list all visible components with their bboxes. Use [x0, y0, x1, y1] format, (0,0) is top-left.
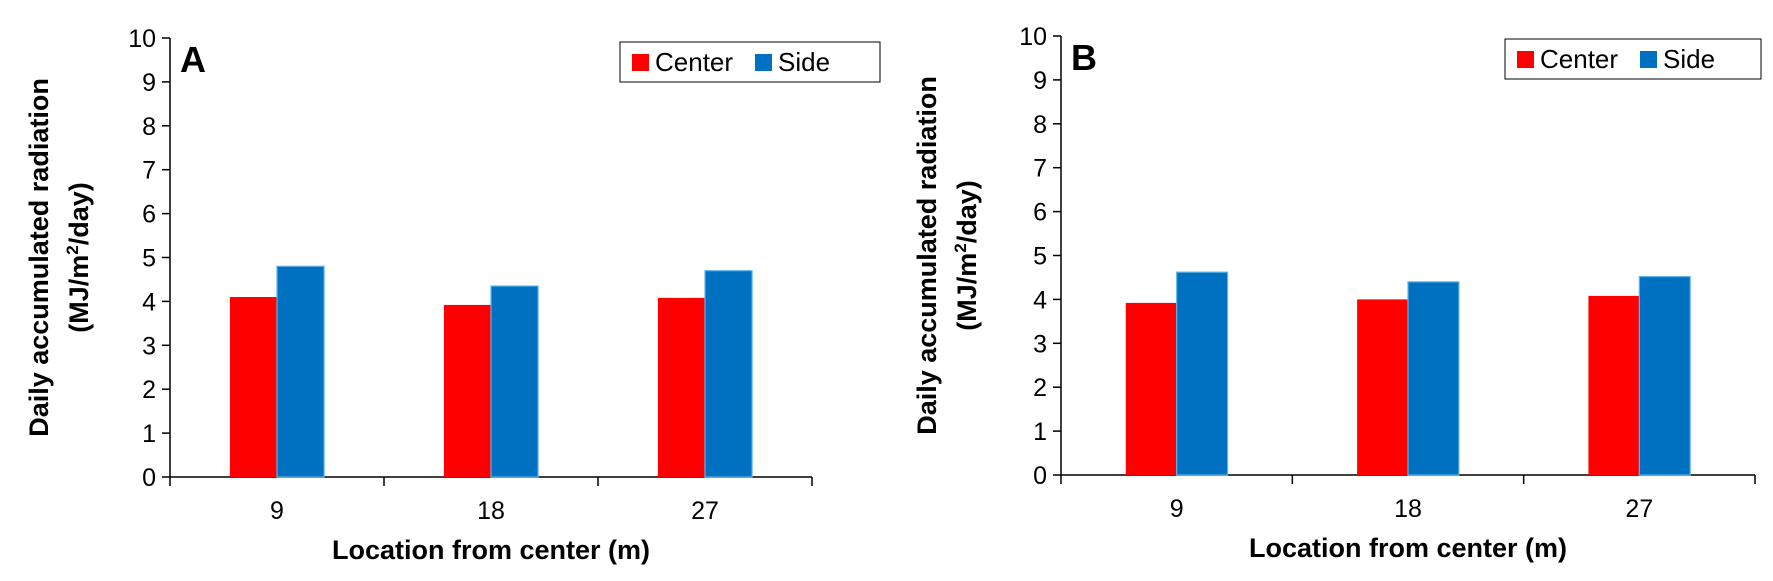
- legend-label-center: Center: [655, 47, 733, 77]
- y-tick-label: 3: [1033, 330, 1047, 358]
- bar-center-18: [443, 304, 491, 477]
- panel-letter: A: [180, 39, 206, 80]
- y-axis-label-line-2-suffix: /day): [952, 180, 982, 243]
- bar-center-9: [229, 297, 277, 477]
- y-axis-label-line-2: (MJ/m: [64, 255, 94, 333]
- bar-side-9: [1176, 271, 1229, 476]
- y-tick-label: 7: [142, 157, 156, 185]
- y-axis-label-superscript: 2: [63, 245, 82, 254]
- x-tick-label: 9: [270, 497, 284, 525]
- y-tick-label: 9: [142, 69, 156, 97]
- y-tick-label: 8: [142, 113, 156, 141]
- legend-swatch-side: [755, 54, 772, 71]
- y-tick-label: 4: [142, 288, 156, 316]
- legend-label-side: Side: [1663, 44, 1715, 74]
- y-axis-label-line-1: Daily accumulated radiation: [24, 78, 54, 437]
- panel-a: 0 1 2 3 4 5 6 7 8 9 10 9 18 27 Location from center (m…: [24, 25, 881, 565]
- x-tick-label: 18: [477, 497, 505, 525]
- x-tick-label: 27: [1625, 495, 1653, 523]
- y-axis-label-line-1: Daily accumulated radiation: [912, 76, 942, 435]
- legend-swatch-side: [1640, 51, 1657, 68]
- y-tick-label: 4: [1033, 286, 1047, 314]
- y-axis-label-superscript: 2: [951, 243, 970, 252]
- legend: Center Side: [619, 41, 881, 83]
- y-tick-label: 1: [142, 420, 156, 448]
- y-tick-label: 2: [142, 376, 156, 404]
- y-tick-label: 7: [1033, 155, 1047, 183]
- bar-side-27: [704, 270, 753, 478]
- y-tick-label: 10: [1019, 23, 1047, 51]
- legend-swatch-center: [1517, 51, 1534, 68]
- bar-side-18: [1407, 281, 1460, 476]
- legend-box: [1504, 38, 1762, 80]
- y-axis-label-line-2: (MJ/m: [952, 253, 982, 331]
- y-tick-label: 2: [1033, 374, 1047, 402]
- y-tick-label: 0: [1033, 462, 1047, 490]
- legend-swatch-center: [632, 54, 649, 71]
- y-tick-label: 5: [142, 245, 156, 273]
- x-tick-label: 18: [1394, 495, 1422, 523]
- panel-b: 0 1 2 3 4 5 6 7 8 9 10 9 18 27 Location from center (m…: [912, 23, 1762, 563]
- y-tick-label: 6: [1033, 199, 1047, 227]
- bar-side-18: [490, 285, 539, 478]
- bar-side-9: [276, 265, 325, 478]
- x-tick-label: 9: [1170, 495, 1184, 523]
- y-tick-label: 8: [1033, 111, 1047, 139]
- x-tick-label: 27: [691, 497, 719, 525]
- x-axis-label: Location from center (m): [1249, 533, 1567, 563]
- y-axis-label: Daily accumulated radiation (MJ/m2/day): [24, 78, 94, 437]
- bar-center-27: [657, 297, 705, 477]
- y-tick-label: 1: [1033, 418, 1047, 446]
- bar-center-18: [1357, 299, 1408, 475]
- bar-side-27: [1638, 275, 1691, 476]
- panel-letter: B: [1071, 37, 1097, 78]
- y-axis-label-line-2-suffix: /day): [64, 182, 94, 245]
- bar-center-27: [1588, 295, 1640, 475]
- y-tick-label: 3: [142, 332, 156, 360]
- y-tick-label: 5: [1033, 243, 1047, 271]
- y-tick-label: 10: [128, 25, 156, 53]
- x-axis-label: Location from center (m): [332, 535, 650, 565]
- y-tick-label: 6: [142, 201, 156, 229]
- y-tick-label: 9: [1033, 67, 1047, 95]
- legend-box: [619, 41, 881, 83]
- legend-label-center: Center: [1540, 44, 1618, 74]
- y-tick-label: 0: [142, 464, 156, 492]
- y-axis-label: Daily accumulated radiation (MJ/m2/day): [912, 76, 982, 435]
- legend: Center Side: [1504, 38, 1762, 80]
- bar-center-9: [1125, 302, 1177, 475]
- legend-label-side: Side: [778, 47, 830, 77]
